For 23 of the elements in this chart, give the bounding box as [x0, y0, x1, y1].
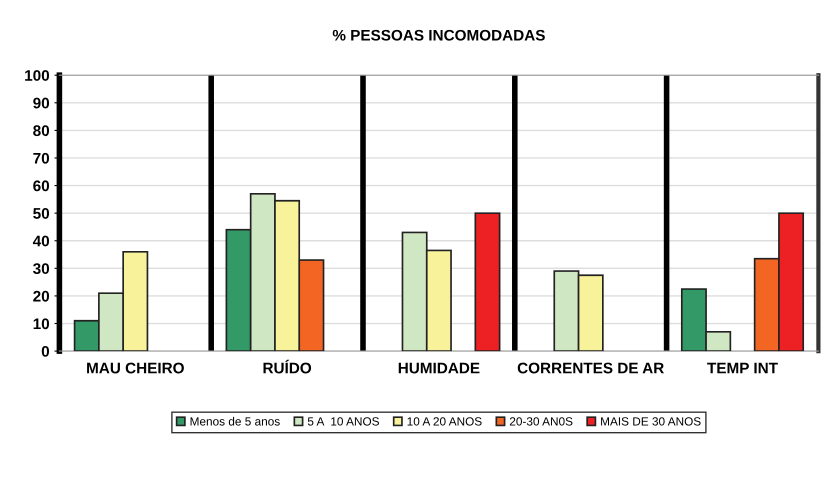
legend-label: MAIS DE 30 ANOS: [601, 417, 701, 426]
y-tick-label: 20: [33, 290, 50, 302]
bar: [474, 212, 500, 352]
y-tick-label: 10: [34, 318, 50, 330]
y-tick-label: 40: [32, 236, 50, 246]
y-tick-label: 60: [33, 180, 50, 192]
x-tick-label: RUÍDO: [264, 360, 312, 374]
chart-title: % PESSOAS INCOMODADAS: [332, 30, 545, 41]
legend-label: Menos de 5 anos: [190, 416, 280, 426]
x-tick-label: TEMP INT: [707, 362, 778, 374]
y-tick-label: 30: [33, 263, 50, 274]
y-tick-label: 0: [42, 346, 50, 357]
legend-label: 5 A 10 ANOS: [308, 417, 379, 426]
x-tick-label: CORRENTES DE AR: [518, 362, 664, 374]
y-tick-label: 90: [33, 98, 50, 108]
x-tick-label: MAU CHEIRO: [87, 362, 184, 374]
x-tick-label: HUMIDADE: [398, 362, 480, 374]
legend-label: 10 A 20 ANOS: [408, 417, 482, 426]
y-tick-label: 100: [25, 70, 50, 81]
y-tick-label: 50: [33, 208, 50, 219]
legend-label: 20-30 AN0S: [510, 417, 572, 426]
y-tick-label: 80: [33, 125, 50, 136]
y-tick-label: 70: [33, 152, 50, 164]
